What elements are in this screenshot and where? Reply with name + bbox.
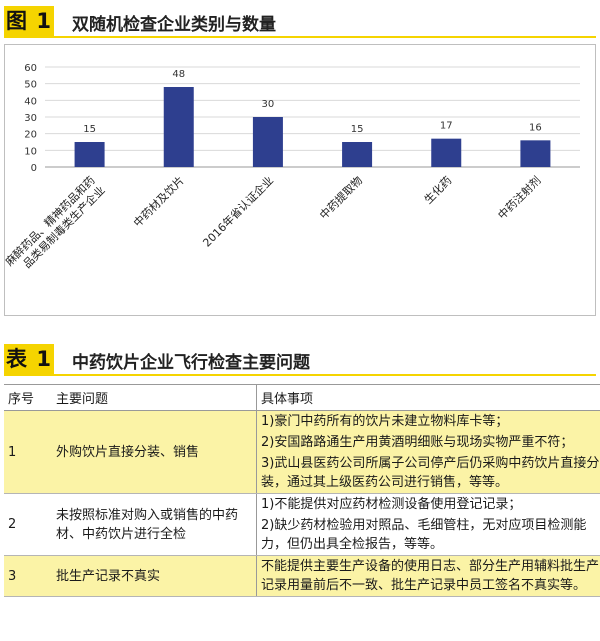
col-header-issue: 主要问题 <box>52 384 257 411</box>
x-tick-label-line: 生化药 <box>421 173 454 206</box>
table-row: 1 外购饮片直接分装、销售 1)豪门中药所有的饮片未建立物料库卡等； 2)安国路… <box>4 410 600 494</box>
table-header: 表 1 中药饮片企业飞行检查主要问题 <box>0 342 600 376</box>
bar <box>520 140 551 167</box>
row-number: 1 <box>4 410 52 494</box>
row-issue: 未按照标准对购入或销售的中药材、中药饮片进行全检 <box>52 493 257 556</box>
x-tick-label: 中药提取物 <box>316 173 365 222</box>
y-tick-label: 0 <box>31 163 37 174</box>
figure-header-rule <box>4 36 596 38</box>
detail-item: 3)武山县医药公司所属子公司停产后仍采购中药饮片直接分装，通过其上级医药公司进行… <box>261 456 600 490</box>
detail-item: 不能提供主要生产设备的使用日志、部分生产用辅料批生产记录用量前后不一致、批生产记… <box>261 559 600 593</box>
y-tick-label: 30 <box>24 113 37 124</box>
bar <box>342 142 373 167</box>
bar <box>431 138 462 167</box>
x-tick-label: 麻醉药品、精神药品和药品类易制毒类生产企业 <box>5 173 108 278</box>
row-number: 3 <box>4 555 52 597</box>
x-tick-label: 生化药 <box>421 173 454 206</box>
x-tick-label-line: 中药材及饮片 <box>130 173 187 230</box>
y-tick-label: 40 <box>24 96 37 107</box>
row-details: 1)豪门中药所有的饮片未建立物料库卡等； 2)安国路路通生产用黄酒明细账与现场实… <box>256 410 600 494</box>
row-number: 2 <box>4 493 52 556</box>
row-issue: 批生产记录不真实 <box>52 555 257 597</box>
bar <box>163 87 194 167</box>
data-label: 17 <box>440 121 453 132</box>
table-header-rule <box>4 374 596 376</box>
table-title: 中药饮片企业飞行检查主要问题 <box>72 353 310 373</box>
figure-badge: 图 1 <box>4 6 54 36</box>
x-tick-label-line: 2016年省认证企业 <box>200 173 276 249</box>
table-head-row: 序号 主要问题 具体事项 <box>4 384 600 411</box>
y-tick-label: 10 <box>24 146 37 157</box>
bar-chart-frame: 0 10 20 30 40 50 60 15 麻醉药品、精神药品和药品类易制毒类生产企业 48 中药… <box>4 44 596 316</box>
y-tick-label: 20 <box>24 130 37 141</box>
bar <box>252 117 283 167</box>
detail-item: 1)豪门中药所有的饮片未建立物料库卡等； <box>261 414 509 429</box>
table-row: 2 未按照标准对购入或销售的中药材、中药饮片进行全检 1)不能提供对应药材检测设… <box>4 493 600 556</box>
x-tick-label: 中药材及饮片 <box>130 173 187 230</box>
detail-item: 2)安国路路通生产用黄酒明细账与现场实物严重不符； <box>261 435 574 450</box>
x-tick-label-line: 中药提取物 <box>316 173 365 222</box>
y-tick-label: 50 <box>24 80 37 91</box>
issues-table: 序号 主要问题 具体事项 1 外购饮片直接分装、销售 1)豪门中药所有的饮片未建… <box>4 384 600 597</box>
data-label: 30 <box>262 99 275 110</box>
figure-title: 双随机检查企业类别与数量 <box>72 15 276 35</box>
detail-item: 1)不能提供对应药材检测设备使用登记记录； <box>261 497 522 512</box>
x-tick-label-line: 品类易制毒类生产企业 <box>20 183 108 271</box>
col-header-no: 序号 <box>4 384 52 411</box>
table-badge: 表 1 <box>4 344 54 374</box>
row-details: 不能提供主要生产设备的使用日志、部分生产用辅料批生产记录用量前后不一致、批生产记… <box>256 555 600 597</box>
data-label: 15 <box>351 124 364 135</box>
data-label: 15 <box>83 124 96 135</box>
issues-table-wrap: 序号 主要问题 具体事项 1 外购饮片直接分装、销售 1)豪门中药所有的饮片未建… <box>4 384 600 597</box>
figure-header: 图 1 双随机检查企业类别与数量 <box>0 4 600 38</box>
x-tick-label: 2016年省认证企业 <box>200 173 276 249</box>
bar-chart: 0 10 20 30 40 50 60 15 麻醉药品、精神药品和药品类易制毒类生产企业 48 中药… <box>5 63 580 278</box>
data-label: 48 <box>172 69 185 80</box>
x-tick-label-line: 麻醉药品、精神药品和药 <box>5 173 98 268</box>
row-details: 1)不能提供对应药材检测设备使用登记记录； 2)缺少药材检验用对照品、毛细管柱，… <box>256 493 600 556</box>
col-header-details: 具体事项 <box>256 384 600 411</box>
row-issue: 外购饮片直接分装、销售 <box>52 410 257 494</box>
x-tick-label: 中药注射剂 <box>495 173 544 222</box>
table-row: 3 批生产记录不真实 不能提供主要生产设备的使用日志、部分生产用辅料批生产记录用… <box>4 555 600 597</box>
bar <box>74 142 105 167</box>
y-tick-label: 60 <box>24 63 37 74</box>
x-tick-label-line: 中药注射剂 <box>495 173 544 222</box>
data-label: 16 <box>529 122 542 133</box>
detail-item: 2)缺少药材检验用对照品、毛细管柱，无对应项目检测能力，但仍出具全检报告，等等。 <box>261 518 587 552</box>
